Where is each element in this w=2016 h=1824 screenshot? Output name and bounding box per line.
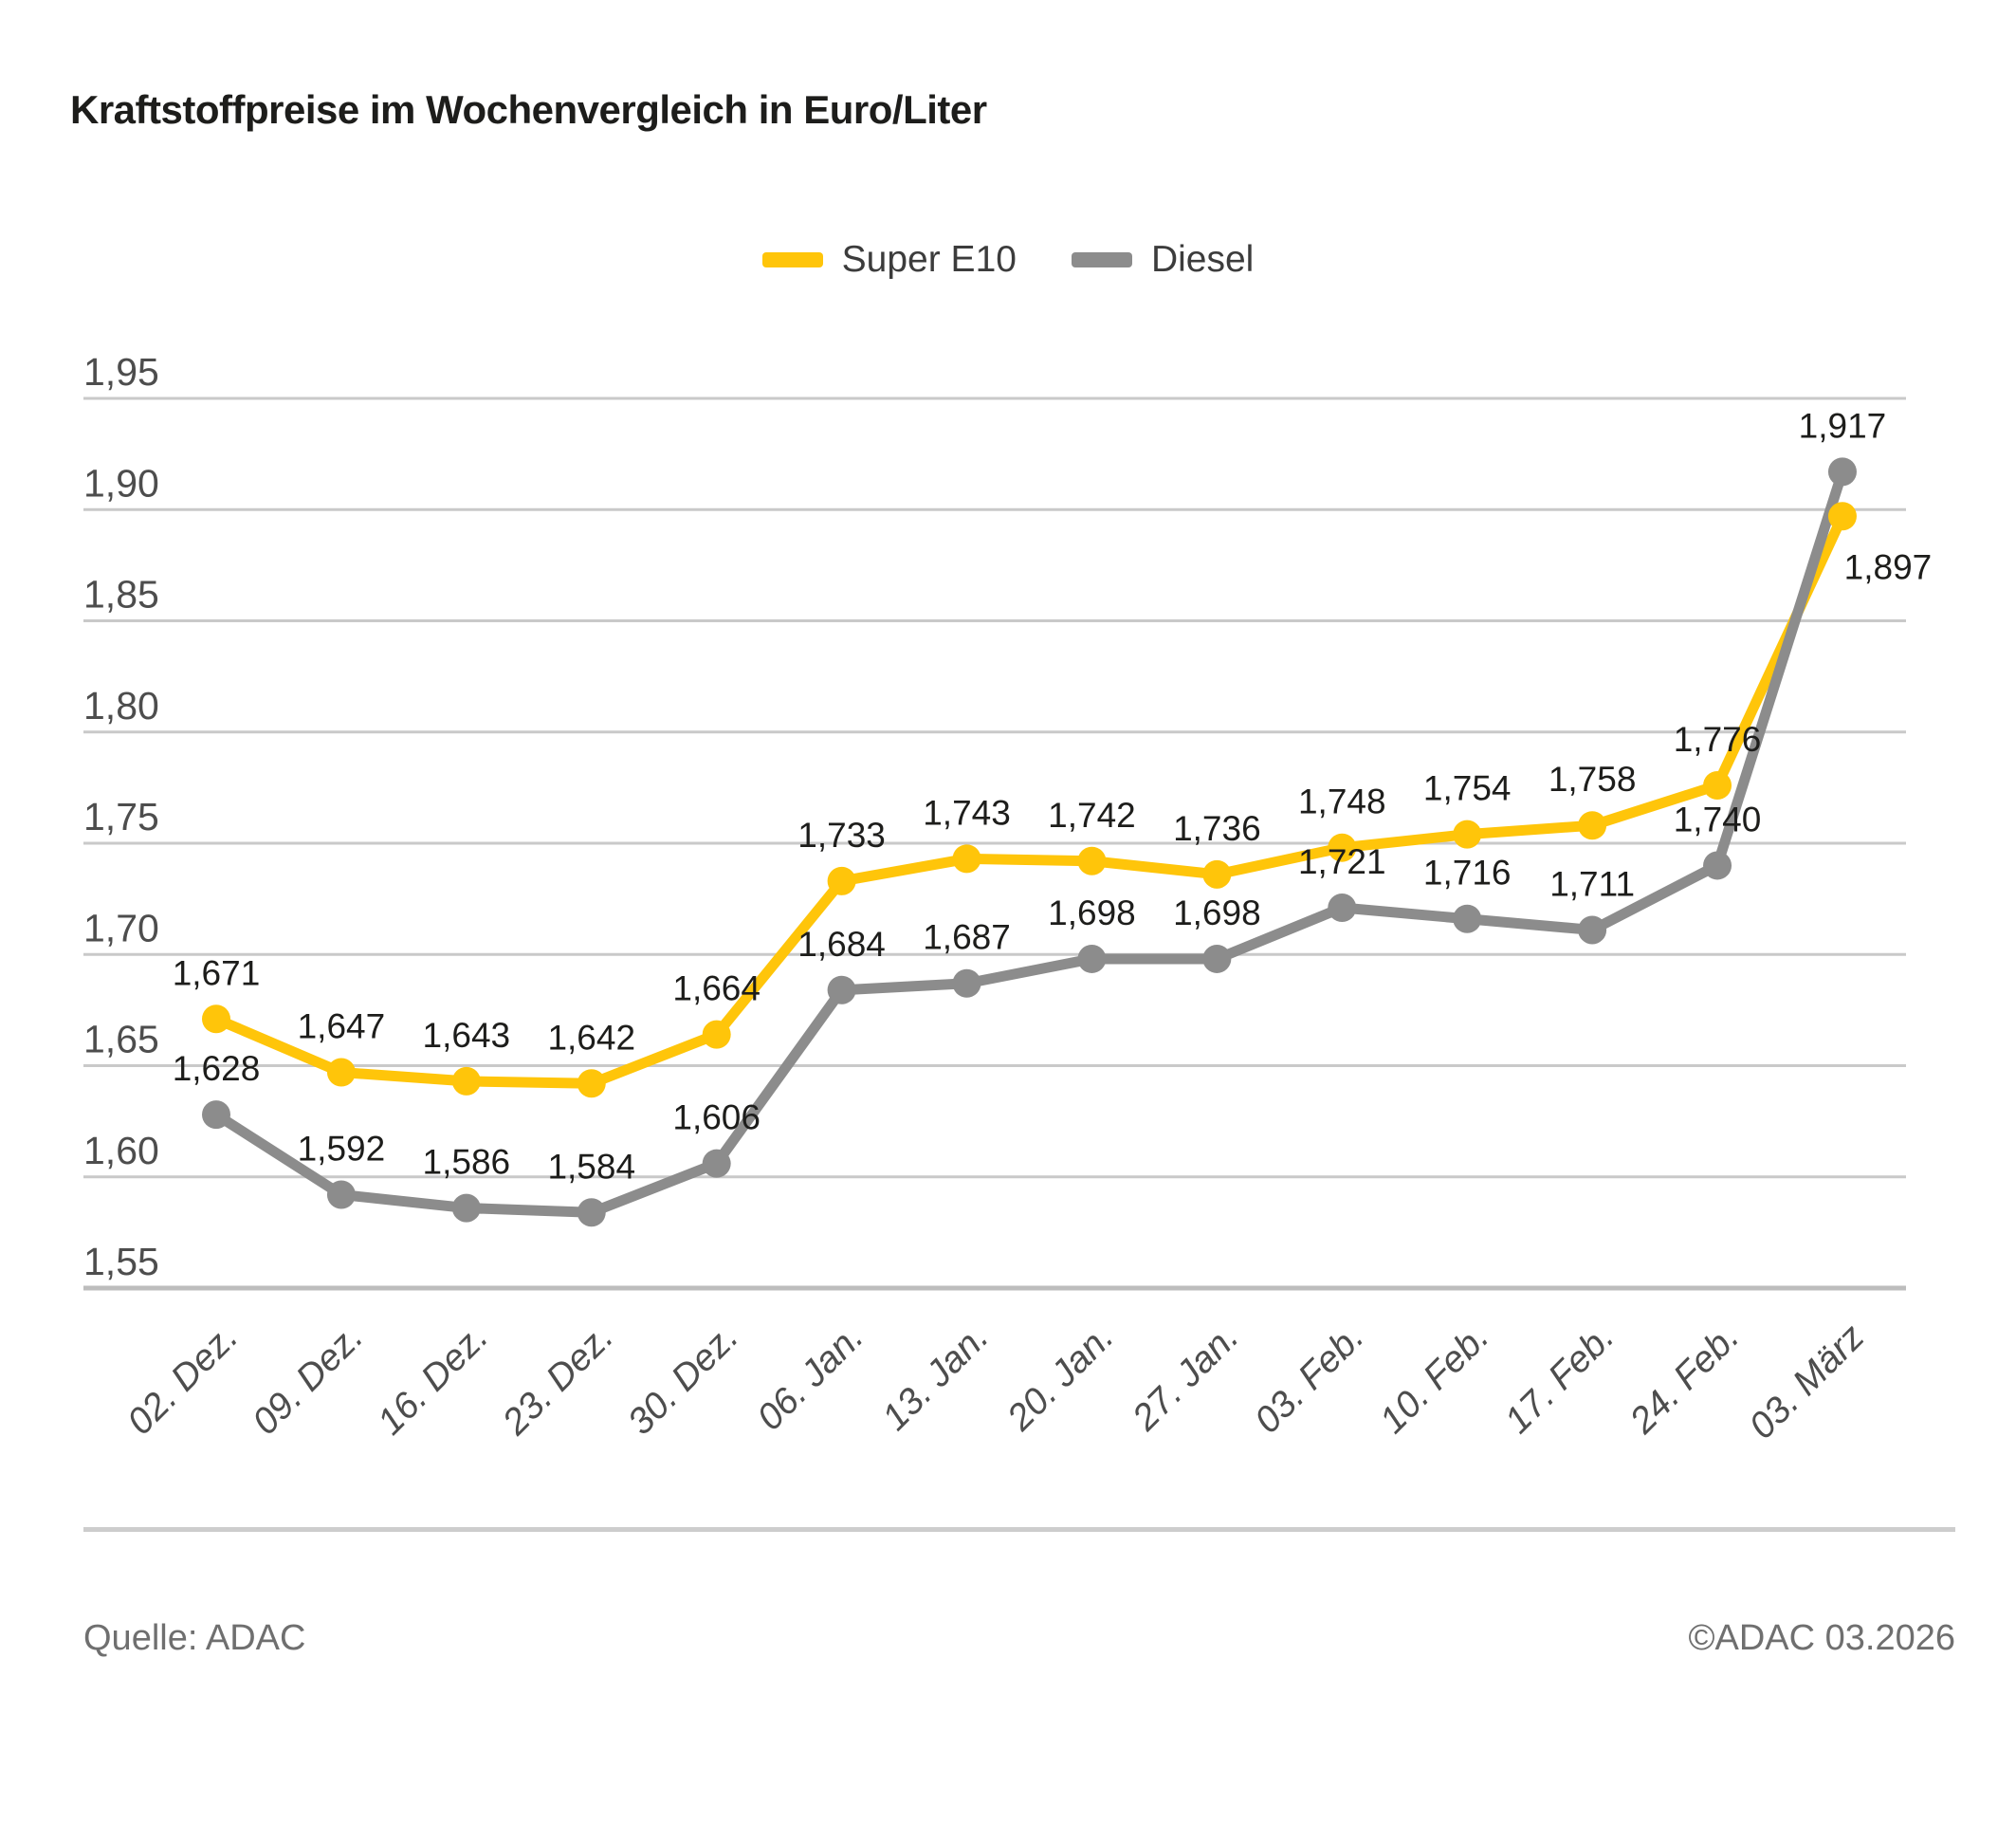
copyright-note: ©ADAC 03.2026 xyxy=(1688,1618,1956,1658)
y-axis-tick-label: 1,70 xyxy=(83,906,159,949)
x-axis-tick-label: 03. Feb. xyxy=(1247,1317,1372,1442)
data-point-diesel xyxy=(1077,944,1107,973)
source-note: Quelle: ADAC xyxy=(83,1618,306,1658)
data-point-super-e10 xyxy=(1827,502,1857,531)
y-axis-tick-label: 1,55 xyxy=(83,1240,159,1283)
data-point-super-e10 xyxy=(451,1066,481,1096)
x-axis-tick-label: 13. Jan. xyxy=(874,1317,997,1439)
legend-item-super-e10: Super E10 xyxy=(761,239,1017,281)
value-label-diesel: 1,917 xyxy=(1799,406,1887,445)
data-point-super-e10 xyxy=(827,866,856,895)
data-point-diesel xyxy=(202,1100,230,1130)
x-axis-tick-label: 23. Dez. xyxy=(494,1317,621,1444)
data-point-diesel xyxy=(1703,851,1732,880)
data-point-diesel xyxy=(1328,894,1357,923)
data-point-super-e10 xyxy=(1578,811,1607,840)
legend-label-super-e10: Super E10 xyxy=(841,239,1017,280)
data-point-super-e10 xyxy=(952,844,981,874)
footer-divider xyxy=(83,1527,1955,1532)
value-label-diesel: 1,698 xyxy=(1048,894,1136,932)
data-point-super-e10 xyxy=(326,1058,356,1087)
y-axis-tick-label: 1,85 xyxy=(83,573,159,617)
value-label-diesel: 1,698 xyxy=(1173,894,1261,932)
value-label-diesel: 1,586 xyxy=(423,1143,511,1182)
data-point-super-e10 xyxy=(1453,820,1482,849)
x-axis-tick-label: 17. Feb. xyxy=(1497,1317,1622,1442)
y-axis-tick-label: 1,60 xyxy=(83,1129,159,1172)
legend-label-diesel: Diesel xyxy=(1150,239,1255,280)
value-label-super-e10: 1,733 xyxy=(797,816,886,855)
data-point-diesel xyxy=(577,1198,606,1227)
data-point-diesel xyxy=(1578,915,1607,945)
x-axis-tick-label: 09. Dez. xyxy=(245,1317,371,1443)
legend-swatch-diesel-icon xyxy=(1071,252,1132,267)
value-label-super-e10: 1,642 xyxy=(547,1018,635,1057)
x-axis-tick-label: 20. Jan. xyxy=(999,1317,1122,1439)
x-axis-tick-label: 27. Jan. xyxy=(1124,1317,1246,1439)
data-point-diesel xyxy=(1827,457,1857,487)
legend-swatch-super-e10-icon xyxy=(761,252,823,267)
value-label-diesel: 1,592 xyxy=(298,1130,386,1169)
x-axis-tick-label: 03. März xyxy=(1742,1317,1873,1447)
data-point-super-e10 xyxy=(1703,771,1732,801)
data-point-diesel xyxy=(451,1193,481,1223)
value-label-diesel: 1,687 xyxy=(923,918,1011,957)
value-label-super-e10: 1,643 xyxy=(423,1016,511,1055)
value-label-diesel: 1,721 xyxy=(1298,842,1386,881)
data-point-super-e10 xyxy=(702,1020,731,1049)
value-label-super-e10: 1,897 xyxy=(1844,547,1933,586)
value-label-super-e10: 1,776 xyxy=(1674,720,1762,759)
data-point-diesel xyxy=(702,1149,731,1178)
legend-item-diesel: Diesel xyxy=(1071,239,1255,281)
data-point-super-e10 xyxy=(1077,846,1107,875)
x-axis-tick-label: 30. Dez. xyxy=(620,1317,746,1443)
value-label-diesel: 1,584 xyxy=(547,1147,635,1186)
data-point-diesel xyxy=(326,1180,356,1209)
footer: Quelle: ADAC ©ADAC 03.2026 xyxy=(83,1618,1955,1659)
value-label-diesel: 1,711 xyxy=(1549,864,1635,903)
data-point-super-e10 xyxy=(202,1004,230,1034)
value-label-super-e10: 1,736 xyxy=(1173,809,1261,848)
value-label-diesel: 1,740 xyxy=(1674,800,1762,838)
value-label-diesel: 1,716 xyxy=(1423,854,1512,893)
x-axis-tick-label: 24. Feb. xyxy=(1622,1317,1747,1442)
data-point-diesel xyxy=(827,975,856,1004)
series-line-diesel xyxy=(213,470,1848,1218)
value-label-diesel: 1,628 xyxy=(173,1049,261,1088)
x-axis-tick-label: 02. Dez. xyxy=(119,1317,246,1443)
y-axis-tick-label: 1,90 xyxy=(83,461,159,505)
chart-title: Kraftstoffpreise im Wochenvergleich in E… xyxy=(70,87,987,132)
data-point-super-e10 xyxy=(1328,833,1357,862)
x-axis-tick-label: 06. Jan. xyxy=(749,1317,871,1439)
y-axis-tick-label: 1,75 xyxy=(83,795,159,838)
y-axis-tick-label: 1,80 xyxy=(83,684,159,728)
value-label-super-e10: 1,647 xyxy=(298,1007,386,1046)
value-label-super-e10: 1,754 xyxy=(1423,769,1512,808)
value-label-diesel: 1,606 xyxy=(672,1098,761,1137)
y-axis-tick-label: 1,65 xyxy=(83,1018,159,1061)
value-label-super-e10: 1,671 xyxy=(173,953,261,992)
value-label-super-e10: 1,664 xyxy=(672,969,761,1008)
value-label-super-e10: 1,748 xyxy=(1298,783,1386,821)
series-line-super-e10 xyxy=(213,513,1847,1089)
value-label-super-e10: 1,742 xyxy=(1048,796,1136,835)
x-axis-tick-label: 10. Feb. xyxy=(1372,1317,1497,1442)
x-axis-tick-label: 16. Dez. xyxy=(370,1317,496,1443)
data-point-diesel xyxy=(1453,904,1482,933)
data-point-super-e10 xyxy=(1202,859,1232,889)
data-point-super-e10 xyxy=(577,1069,606,1098)
legend: Super E10 Diesel xyxy=(0,239,2016,281)
value-label-super-e10: 1,743 xyxy=(923,793,1011,832)
value-label-super-e10: 1,758 xyxy=(1549,760,1637,799)
data-point-diesel xyxy=(952,968,981,998)
y-axis-tick-label: 1,95 xyxy=(83,350,159,394)
data-point-diesel xyxy=(1202,944,1232,973)
value-label-diesel: 1,684 xyxy=(797,925,886,964)
